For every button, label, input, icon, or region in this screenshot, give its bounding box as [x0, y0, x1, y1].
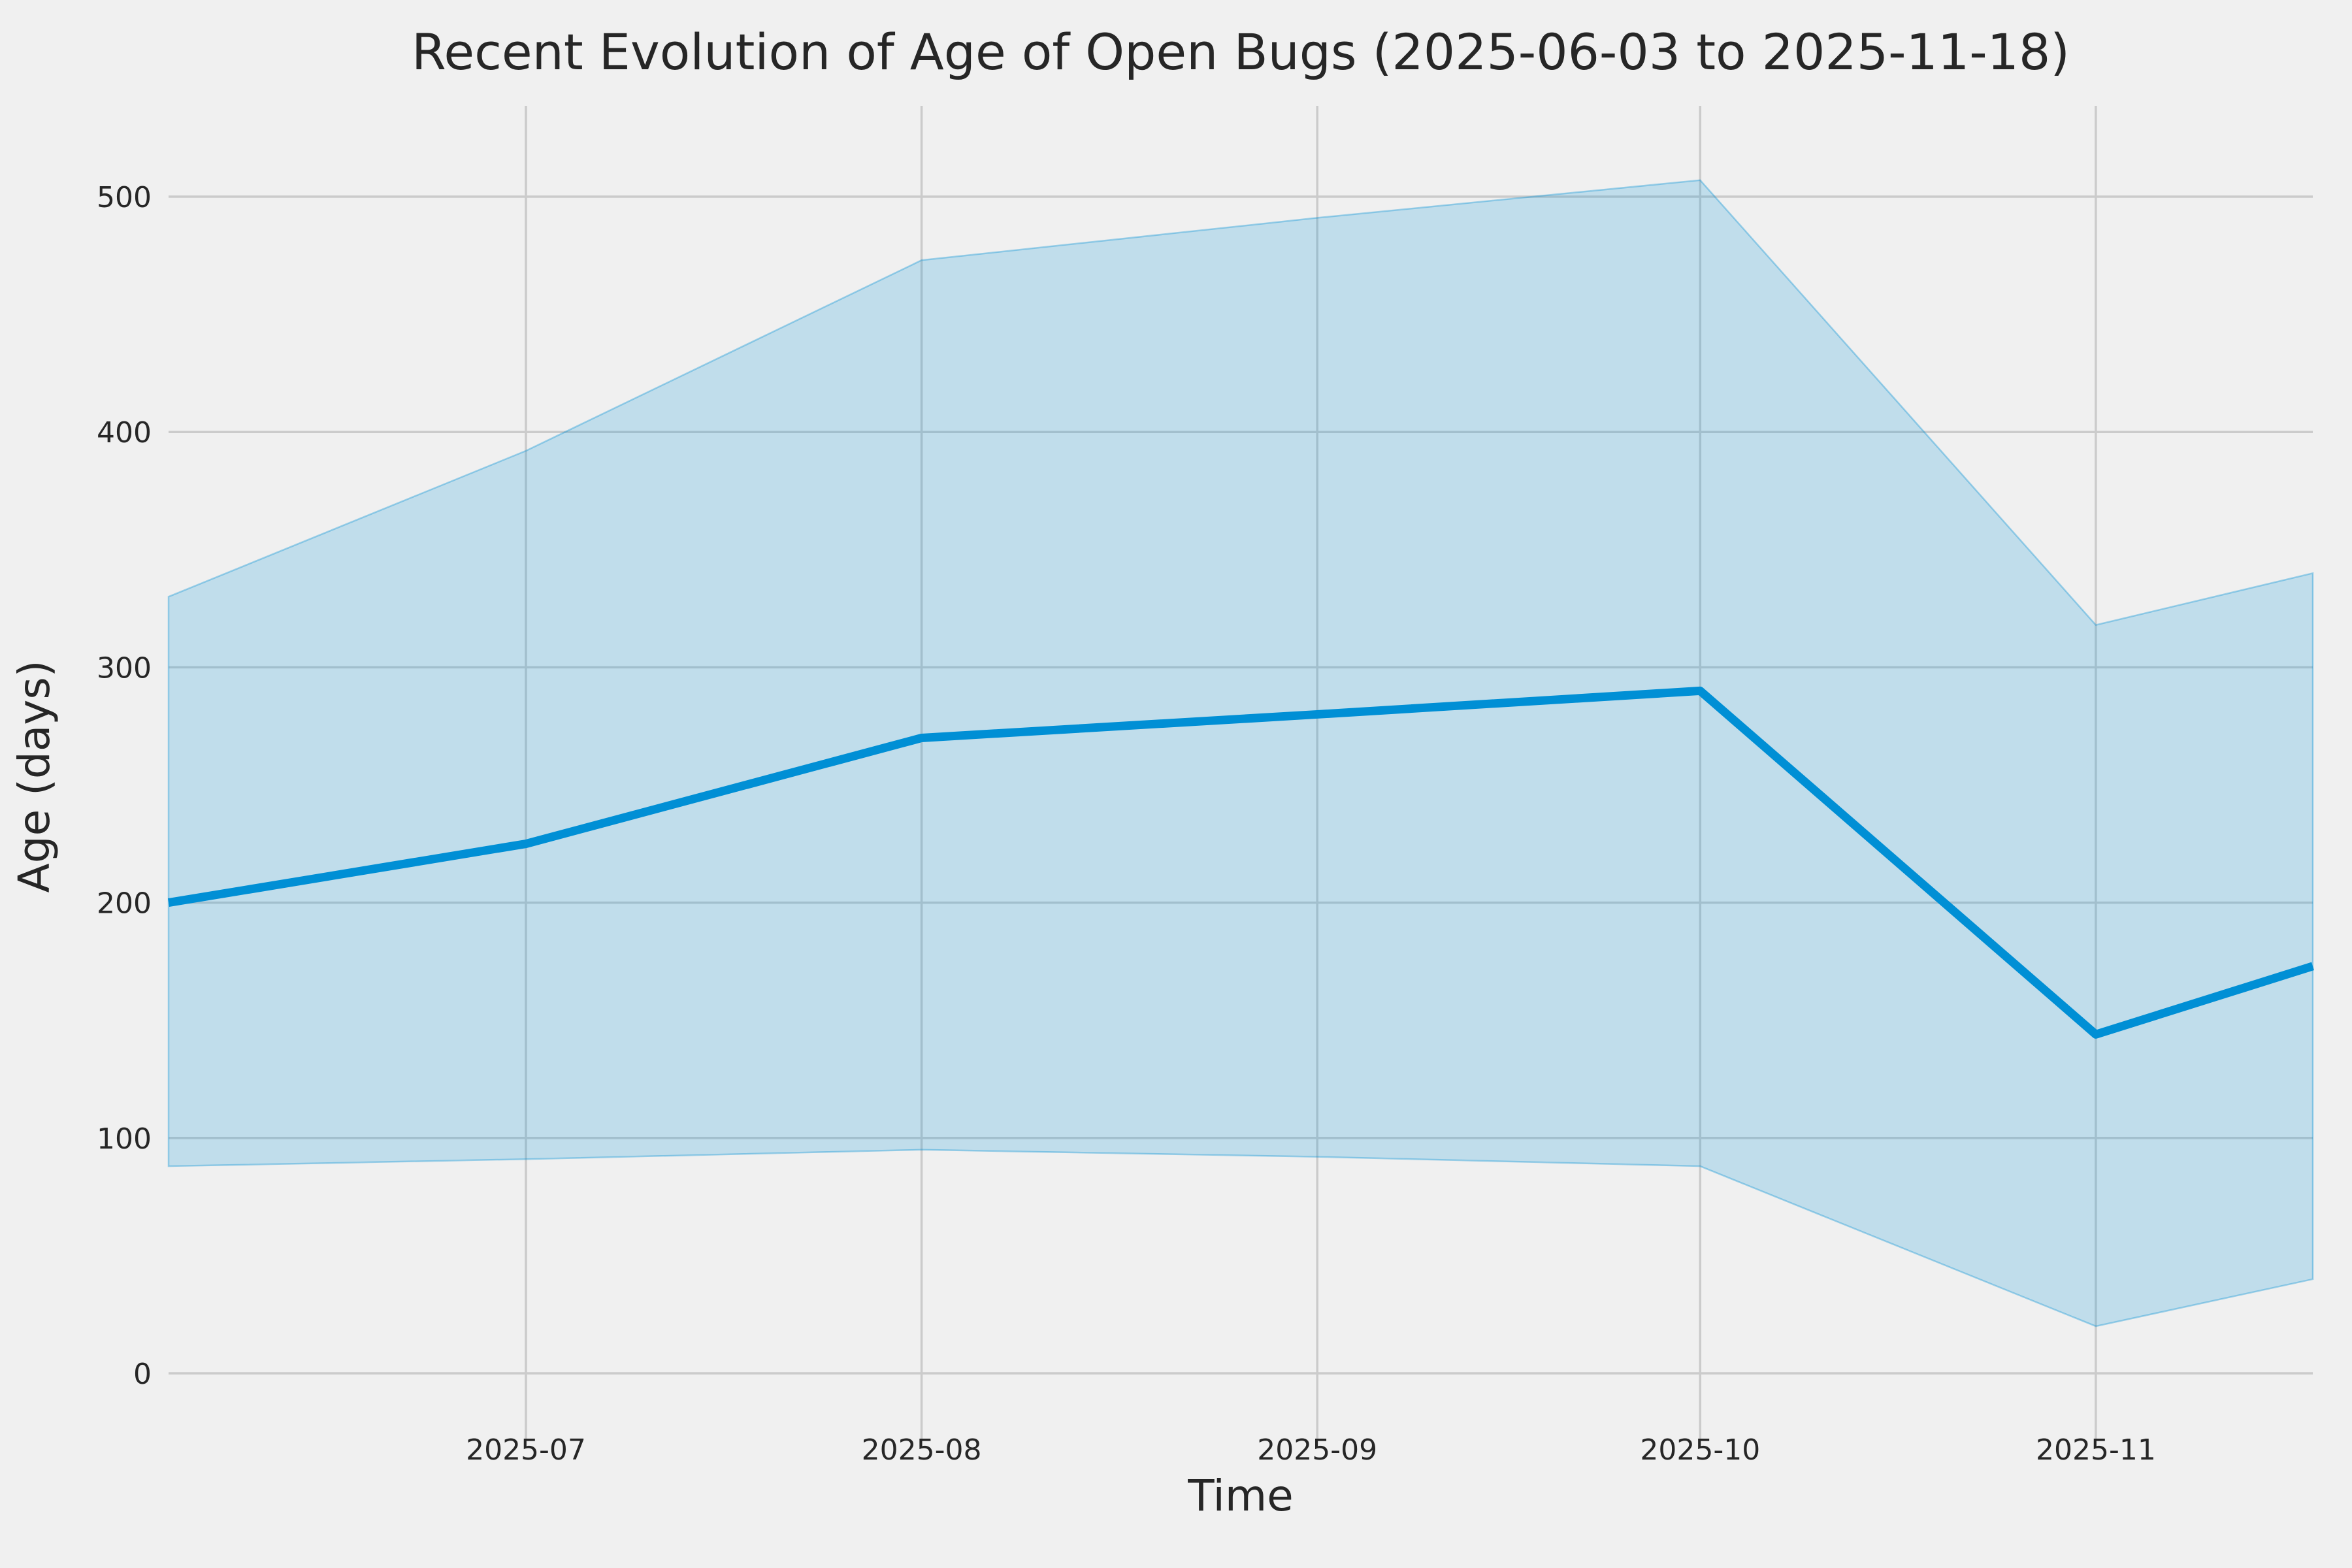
y-tick-label: 200 — [97, 887, 152, 921]
x-tick-label: 2025-07 — [466, 1433, 586, 1467]
x-tick-label: 2025-11 — [2036, 1433, 2156, 1467]
x-axis-label: Time — [1187, 1471, 1294, 1521]
x-axis-tick-labels: 2025-07 2025-08 2025-09 2025-10 2025-11 — [466, 1433, 2156, 1467]
y-tick-label: 500 — [97, 181, 152, 214]
x-tick-label: 2025-08 — [862, 1433, 982, 1467]
gridlines — [169, 106, 2313, 1447]
x-tick-label: 2025-10 — [1640, 1433, 1760, 1467]
y-tick-label: 400 — [97, 416, 152, 449]
chart-title: Recent Evolution of Age of Open Bugs (20… — [412, 23, 2070, 81]
x-tick-label: 2025-09 — [1257, 1433, 1377, 1467]
y-tick-label: 100 — [97, 1122, 152, 1156]
confidence-band — [167, 179, 2314, 1328]
y-tick-label: 0 — [133, 1358, 152, 1391]
median-line — [167, 686, 2314, 1039]
y-axis-tick-labels: 0 100 200 300 400 500 — [97, 181, 152, 1391]
y-axis-label: Age (days) — [9, 661, 59, 893]
y-tick-label: 300 — [97, 651, 152, 685]
